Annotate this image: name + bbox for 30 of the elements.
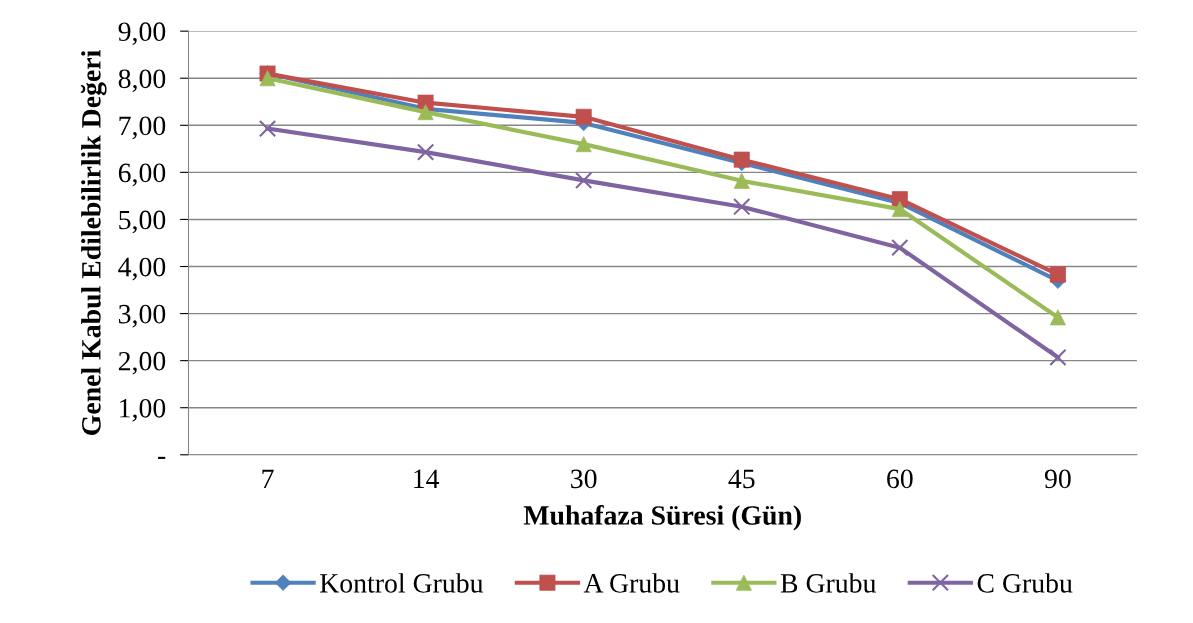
x-axis-title: Muhafaza Süresi (Gün)	[523, 504, 801, 531]
y-tick-label: 3,00	[118, 304, 166, 328]
y-tick-label: -	[158, 456, 166, 459]
point	[733, 198, 751, 216]
point	[416, 143, 435, 161]
point	[1049, 266, 1066, 283]
x-tick-label: 30	[571, 469, 597, 489]
legend-label: A Grubu	[583, 573, 680, 593]
point	[1049, 309, 1066, 326]
legend-label: C Grubu	[977, 573, 1073, 593]
legend-label: Kontrol Grubu	[320, 573, 484, 593]
point	[575, 171, 593, 190]
y-axis-title: Genel Kabul Edilebilirlik Değeri	[80, 50, 107, 435]
point	[1049, 348, 1067, 367]
y-tick-label: 4,00	[118, 257, 166, 281]
x-tick-label: 7	[262, 469, 274, 488]
y-tick-label: 6,00	[118, 163, 166, 187]
x-tick-label: 45	[728, 469, 755, 489]
x-tick-label: 14	[414, 469, 440, 488]
y-tick-label: 8,00	[118, 69, 166, 93]
y-tick-label: 7,00	[119, 116, 166, 140]
y-tick-label: 9,00	[118, 22, 166, 46]
point	[258, 119, 277, 138]
y-tick-label: 2,00	[118, 351, 166, 375]
y-tick-label: 5,00	[119, 210, 166, 234]
x-tick-label: 60	[887, 469, 913, 489]
point	[891, 239, 909, 257]
y-tick-label: 1,00	[120, 398, 166, 422]
legend-label: B Grubu	[780, 573, 876, 593]
x-tick-label: 90	[1044, 469, 1071, 489]
